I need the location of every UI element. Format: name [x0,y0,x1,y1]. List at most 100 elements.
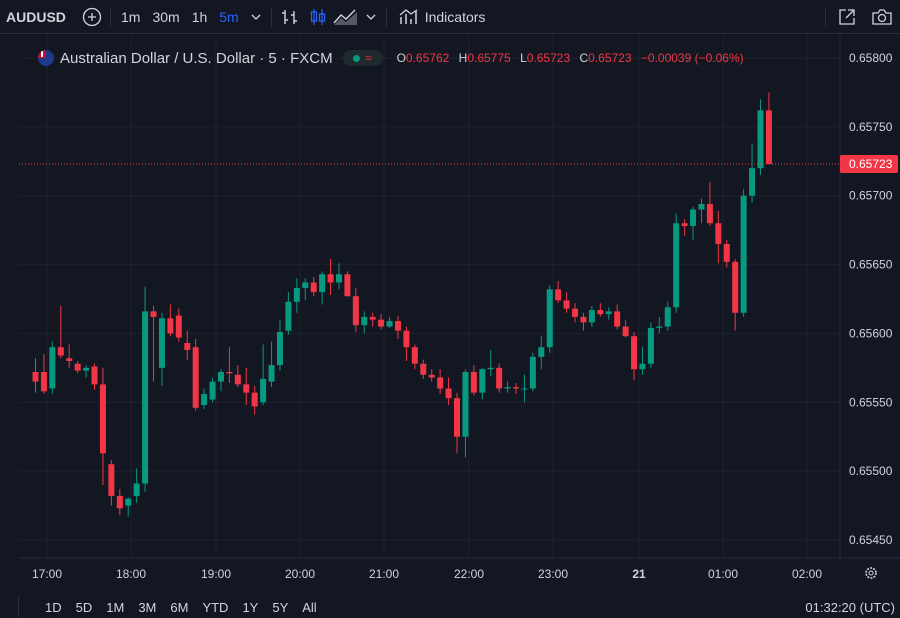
candle-body [681,223,688,227]
y-axis-tick-label: 0.65700 [849,189,893,203]
candle-body [588,310,595,323]
ohlc-open-key: O [396,51,406,65]
y-axis-tick-label: 0.65650 [849,258,893,272]
candle-body [243,384,250,393]
area-chart-type-icon[interactable] [332,0,360,34]
candle-body [251,392,258,407]
candle-chart-type-icon[interactable] [304,0,332,34]
ohlc-low-value: 0.65723 [526,51,571,65]
candle-body [639,363,646,370]
candle-body [647,327,654,364]
interval-30m-button[interactable]: 30m [152,8,180,25]
candle-body [462,371,469,437]
candle-body [327,274,334,283]
fullscreen-icon[interactable] [830,0,864,34]
ohlc-low-key: L [520,51,527,65]
range-1d-button[interactable]: 1D [45,599,62,615]
candle-body [217,371,224,382]
top-toolbar: AUDUSD 1m 30m 1h 5m Indicators [0,0,900,34]
range-1y-button[interactable]: 1Y [242,599,259,615]
candle-body [226,371,233,374]
interval-1h-button[interactable]: 1h [191,8,208,25]
utc-clock[interactable]: 01:32:20 (UTC) [805,599,895,615]
y-axis-tick-label: 0.65750 [849,120,893,134]
candle-body [513,387,520,389]
candle-body [260,378,267,403]
range-5y-button[interactable]: 5Y [272,599,289,615]
range-all-button[interactable]: All [302,599,317,615]
candle-body [302,282,309,288]
ohlc-close-value: 0.65723 [588,51,632,65]
candle-body [546,289,553,348]
x-axis-tick-label: 01:00 [708,567,738,581]
candle-body [83,367,90,371]
x-axis-tick-label: 22:00 [454,567,484,581]
candle-body [656,326,663,328]
candle-body [369,316,376,320]
ohlc-high-value: 0.65775 [467,51,511,65]
indicators-label: Indicators [424,8,486,25]
chart-settings-icon[interactable] [865,567,877,579]
ohlc-high-key: H [458,51,468,65]
candle-body [352,296,359,326]
last-price-badge [840,155,898,174]
range-1m-button[interactable]: 1M [106,599,125,615]
candle-body [597,310,604,315]
range-3m-button[interactable]: 3M [138,599,157,615]
interval-5m-button[interactable]: 5m [219,8,239,25]
candle-body [386,321,393,327]
candle-body [555,289,562,301]
candle-body [108,464,115,496]
candle-body [454,398,460,437]
range-ytd-button[interactable]: YTD [202,599,229,615]
candle-body [40,371,47,392]
candle-body [276,332,283,366]
last-price-label: 0.65723 [849,157,893,171]
candle-body [66,358,73,361]
y-axis-tick-label: 0.65500 [849,464,893,478]
candle-body [403,330,410,348]
x-axis-tick-label: 02:00 [792,567,822,581]
interval-1m-button[interactable]: 1m [121,8,141,25]
toolbar-divider [825,6,826,27]
camera-snapshot-icon[interactable] [864,0,900,34]
candle-body [470,371,477,393]
symbol-search-button[interactable]: AUDUSD [6,8,66,25]
ohlc-values: O0.65762 H0.65775 L0.65723 C0.65723 −0.0… [397,51,750,65]
candle-body [479,369,486,393]
symbol-title[interactable]: Australian Dollar / U.S. Dollar · 5 · FX… [60,49,333,67]
range-6m-button[interactable]: 6M [170,599,189,615]
toolbar-divider [385,6,387,27]
compare-add-icon[interactable] [78,0,106,34]
candle-body [614,311,621,327]
x-axis-tick-label: 21:00 [369,567,399,581]
candle-body [723,243,730,262]
indicators-button[interactable]: Indicators [391,0,494,34]
candle-body [319,274,326,293]
bar-chart-type-icon[interactable] [276,0,304,34]
candle-body [125,498,132,506]
candle-body [706,203,713,224]
data-delay-wave-icon: ≈ [365,51,372,65]
candle-body [91,366,98,385]
candle-body [715,223,722,244]
x-axis-tick-label: 18:00 [116,567,146,581]
interval-dropdown-chevron-icon[interactable] [245,0,267,34]
candle-body [74,363,81,371]
market-status-badge[interactable]: ≈ [342,50,383,66]
candle-body [428,374,435,378]
candle-body [631,336,638,370]
candle-body [664,307,671,327]
ohlc-close-key: C [579,51,589,65]
range-5d-button[interactable]: 5D [75,599,93,615]
y-axis-tick-label: 0.65550 [849,395,893,409]
candle-body [698,203,705,210]
price-chart[interactable]: 0.65800 0.65750 0.65700 0.65650 0.65600 0.655… [0,35,900,596]
candle-body [158,318,165,368]
candle-body [142,311,149,484]
candle-body [504,387,511,389]
chart-type-dropdown-chevron-icon[interactable] [360,0,382,34]
candle-body [749,168,756,196]
candle-body [268,365,275,382]
candle-body [673,223,680,308]
